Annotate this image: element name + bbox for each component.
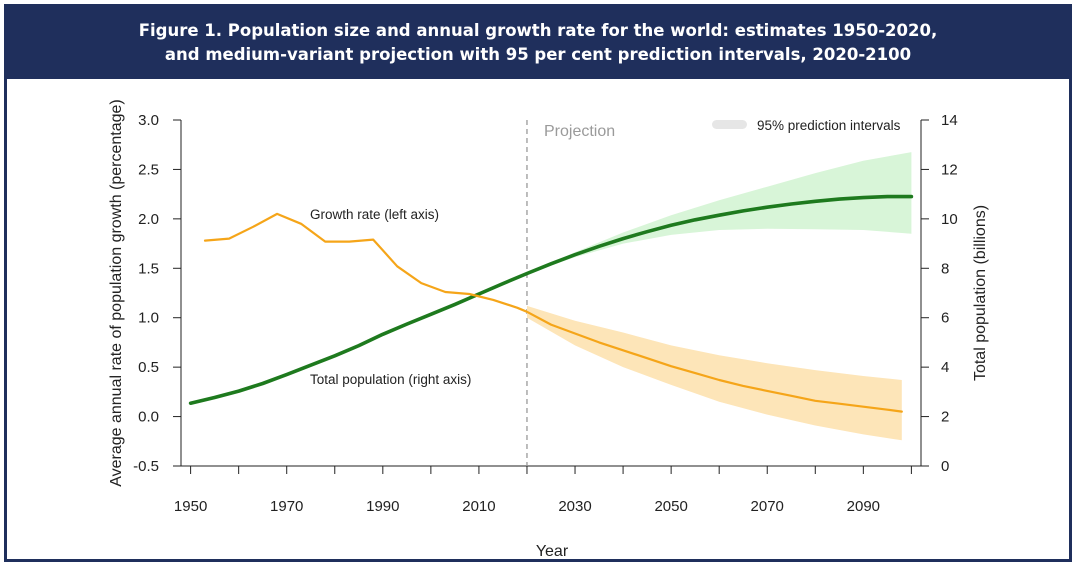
y-left-tick-label: 1.5 bbox=[138, 260, 159, 277]
x-tick-label: 2030 bbox=[558, 498, 591, 515]
y-right-tick-label: 2 bbox=[941, 409, 949, 426]
x-axis-label: Year bbox=[536, 543, 569, 560]
x-tick-label: 2070 bbox=[751, 498, 784, 515]
y-right-tick-label: 4 bbox=[941, 359, 949, 376]
y-right-tick-label: 6 bbox=[941, 310, 949, 327]
y-right-tick-label: 0 bbox=[941, 458, 949, 475]
y-axis-left-label: Average annual rate of population growth… bbox=[108, 99, 125, 487]
y-right-tick-label: 12 bbox=[941, 161, 958, 178]
projection-label: Projection bbox=[544, 123, 615, 140]
y-left-tick-label: -0.5 bbox=[133, 458, 159, 475]
legend-label: 95% prediction intervals bbox=[757, 118, 901, 133]
y-left-tick-label: 1.0 bbox=[138, 310, 159, 327]
x-tick-label: 2050 bbox=[654, 498, 687, 515]
y-left-tick-label: 0.5 bbox=[138, 359, 159, 376]
annotation-total-population: Total population (right axis) bbox=[310, 372, 471, 387]
y-axis-right-label: Total population (billions) bbox=[972, 205, 989, 381]
x-tick-label: 1990 bbox=[366, 498, 399, 515]
x-tick-label: 1970 bbox=[270, 498, 303, 515]
x-tick-label: 2010 bbox=[462, 498, 495, 515]
y-left-tick-label: 0.0 bbox=[138, 409, 159, 426]
figure-title: Figure 1. Population size and annual gro… bbox=[7, 7, 1069, 79]
legend-swatch bbox=[712, 120, 747, 129]
y-left-tick-label: 2.5 bbox=[138, 161, 159, 178]
population-line bbox=[188, 194, 914, 405]
figure-title-line-2: and medium-variant projection with 95 pe… bbox=[164, 45, 912, 64]
population-prediction-band bbox=[527, 152, 912, 274]
plot-area: 1950 1970 1990 2010 2030 2050 2070 20903.02.52.… bbox=[133, 112, 958, 515]
y-right-tick-label: 8 bbox=[941, 260, 949, 277]
x-tick-label: 1950 bbox=[174, 498, 207, 515]
y-left-tick-label: 3.0 bbox=[138, 112, 159, 129]
annotation-growth-rate: Growth rate (left axis) bbox=[310, 207, 439, 222]
growth-rate-prediction-band bbox=[527, 305, 902, 441]
y-left-tick-label: 2.0 bbox=[138, 211, 159, 228]
x-tick-label: 2090 bbox=[847, 498, 880, 515]
figure-frame: Figure 1. Population size and annual gro… bbox=[4, 4, 1072, 562]
growth-rate-line bbox=[203, 212, 903, 413]
figure-title-line-1: Figure 1. Population size and annual gro… bbox=[138, 21, 938, 40]
y-right-tick-label: 10 bbox=[941, 211, 958, 228]
y-right-tick-label: 14 bbox=[941, 112, 958, 129]
